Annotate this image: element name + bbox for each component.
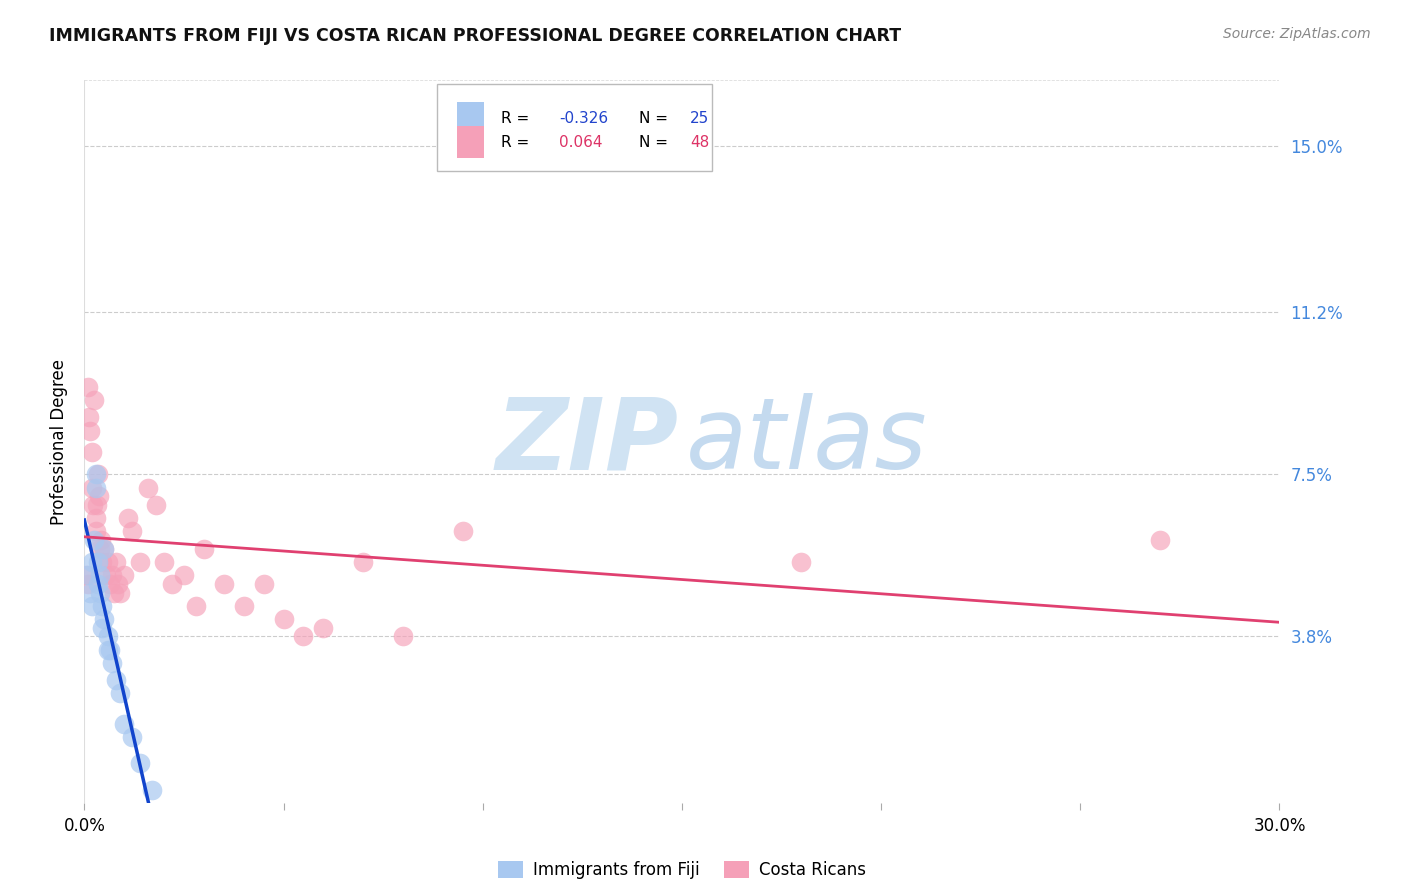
Point — [87, 467, 110, 482]
Text: N =: N = — [638, 135, 668, 150]
Point — [273, 612, 295, 626]
Point — [107, 577, 129, 591]
Point — [212, 577, 235, 591]
Point — [153, 555, 176, 569]
Point — [96, 568, 118, 582]
Point — [86, 524, 108, 539]
Point — [75, 568, 97, 582]
Point — [352, 555, 374, 569]
Point — [101, 656, 124, 670]
Point — [112, 568, 135, 582]
Point — [97, 629, 120, 643]
FancyBboxPatch shape — [437, 84, 711, 170]
Point — [77, 568, 100, 582]
Point — [89, 568, 111, 582]
Point — [91, 599, 114, 613]
Point — [136, 481, 159, 495]
Point — [93, 612, 115, 626]
Point — [1149, 533, 1171, 547]
Point — [82, 599, 104, 613]
Point — [83, 533, 105, 547]
Text: 0.064: 0.064 — [558, 135, 602, 150]
FancyBboxPatch shape — [457, 102, 484, 135]
Point — [80, 445, 103, 459]
Point — [98, 642, 121, 657]
Point — [145, 498, 167, 512]
Text: 25: 25 — [690, 111, 710, 126]
Point — [87, 555, 110, 569]
Point — [117, 511, 139, 525]
Point — [97, 642, 120, 657]
Point — [86, 498, 108, 512]
Text: Source: ZipAtlas.com: Source: ZipAtlas.com — [1223, 27, 1371, 41]
Point — [87, 577, 110, 591]
Text: R =: R = — [502, 111, 530, 126]
Point — [103, 585, 125, 599]
Text: N =: N = — [638, 111, 668, 126]
Point — [77, 380, 100, 394]
Text: R =: R = — [502, 135, 530, 150]
Point — [184, 599, 207, 613]
Point — [110, 686, 132, 700]
Point — [91, 555, 114, 569]
Point — [86, 467, 108, 482]
Point — [98, 577, 121, 591]
Point — [79, 424, 101, 438]
Point — [112, 717, 135, 731]
Text: atlas: atlas — [686, 393, 927, 490]
Point — [292, 629, 315, 643]
Point — [82, 498, 104, 512]
FancyBboxPatch shape — [457, 126, 484, 158]
Point — [121, 730, 143, 744]
Point — [79, 585, 101, 599]
Point — [84, 511, 107, 525]
Point — [90, 533, 112, 547]
Text: ZIP: ZIP — [495, 393, 678, 490]
Legend: Immigrants from Fiji, Costa Ricans: Immigrants from Fiji, Costa Ricans — [491, 855, 873, 886]
Point — [312, 621, 335, 635]
Text: -0.326: -0.326 — [558, 111, 607, 126]
Point — [160, 577, 183, 591]
Y-axis label: Professional Degree: Professional Degree — [49, 359, 67, 524]
Point — [89, 541, 111, 556]
Point — [193, 541, 215, 556]
Point — [76, 577, 98, 591]
Point — [91, 621, 114, 635]
Text: IMMIGRANTS FROM FIJI VS COSTA RICAN PROFESSIONAL DEGREE CORRELATION CHART: IMMIGRANTS FROM FIJI VS COSTA RICAN PROF… — [49, 27, 901, 45]
Point — [97, 555, 120, 569]
Point — [790, 555, 813, 569]
Point — [101, 568, 124, 582]
Point — [110, 585, 132, 599]
Point — [129, 756, 152, 771]
Point — [451, 524, 474, 539]
Point — [105, 673, 128, 688]
Text: 48: 48 — [690, 135, 710, 150]
Point — [253, 577, 276, 591]
Point — [82, 555, 104, 569]
Point — [89, 585, 111, 599]
Point — [121, 524, 143, 539]
Point — [89, 489, 111, 503]
Point — [93, 541, 115, 556]
Point — [105, 555, 128, 569]
Point — [77, 410, 100, 425]
Point — [129, 555, 152, 569]
Point — [173, 568, 195, 582]
Point — [392, 629, 415, 643]
Point — [93, 541, 115, 556]
Point — [141, 782, 163, 797]
Point — [83, 392, 105, 407]
Point — [86, 481, 108, 495]
Point — [232, 599, 254, 613]
Point — [82, 481, 104, 495]
